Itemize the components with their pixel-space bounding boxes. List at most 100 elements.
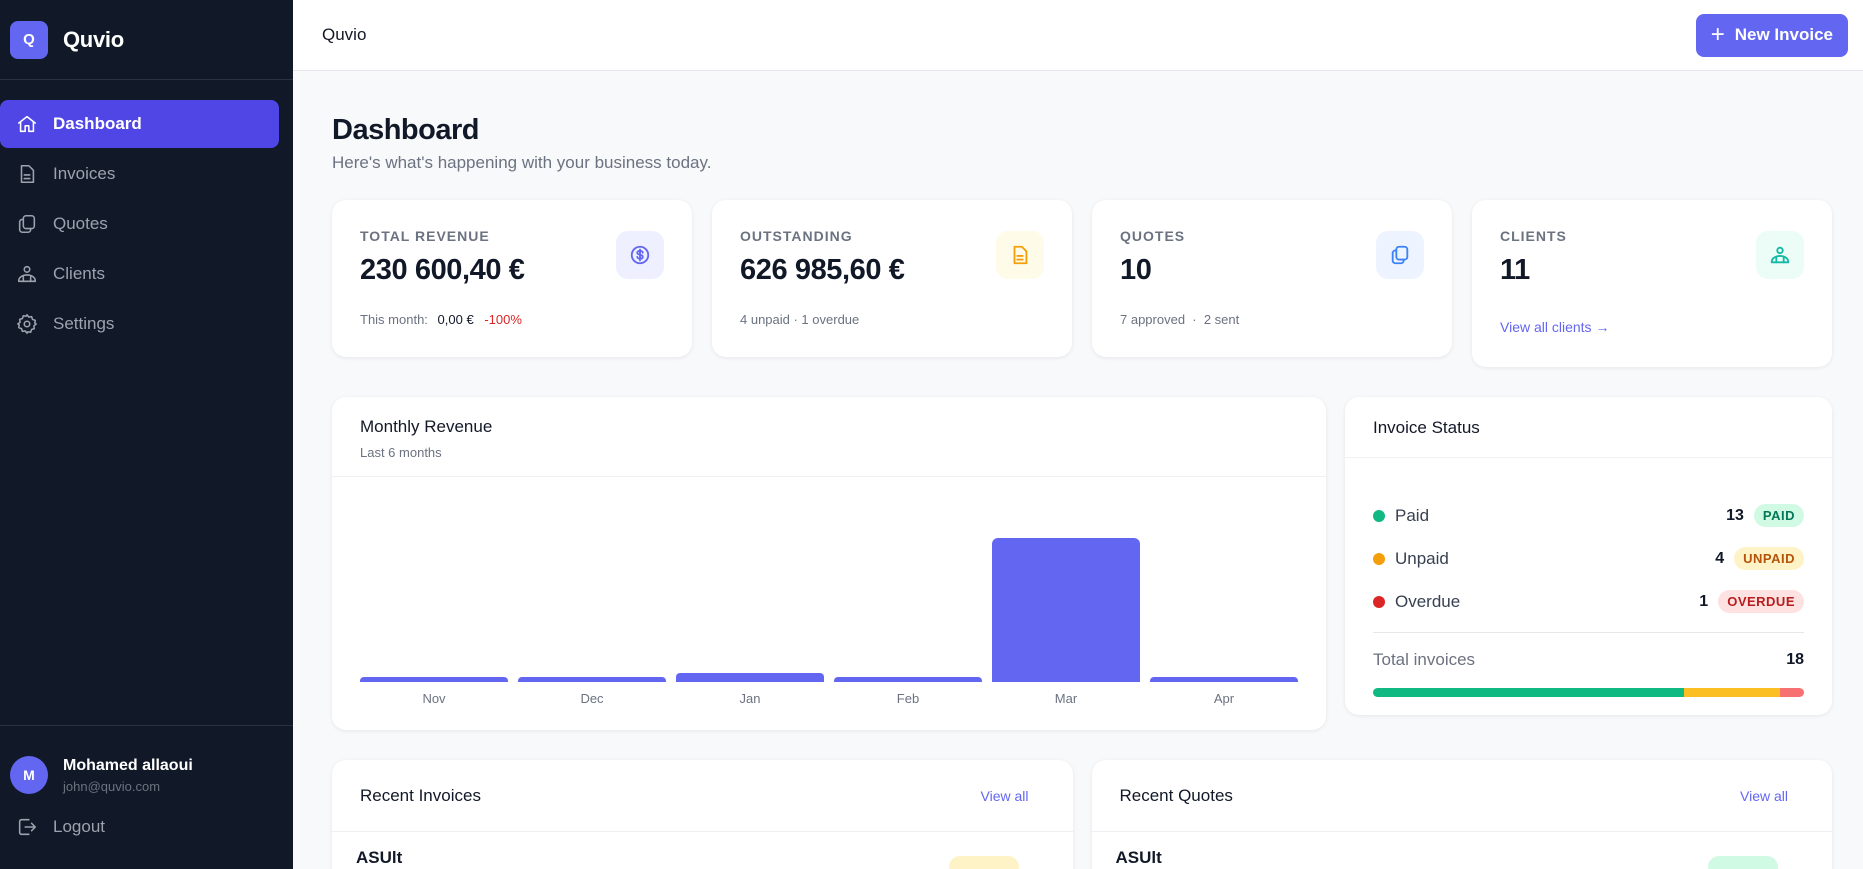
bar-feb[interactable] bbox=[834, 677, 982, 682]
sidebar-item-label: Dashboard bbox=[53, 114, 142, 133]
sidebar-nav: Dashboard Invoices Quotes Clients Settin… bbox=[0, 80, 293, 725]
bar-nov[interactable] bbox=[360, 677, 508, 682]
stat-value: 11 bbox=[1500, 254, 1530, 286]
stat-label: CLIENTS bbox=[1500, 228, 1567, 244]
bar-dec[interactable] bbox=[518, 677, 666, 682]
status-count: 4 bbox=[1715, 549, 1725, 567]
status-count: 1 bbox=[1699, 592, 1709, 610]
bar-label: Jan bbox=[739, 691, 761, 706]
status-row-overdue: Overdue 1 OVERDUE bbox=[1373, 580, 1804, 623]
stat-value: 10 bbox=[1120, 254, 1152, 286]
page-subtitle: Here's what's happening with your busine… bbox=[332, 153, 712, 172]
status-badge: PAID bbox=[1753, 504, 1804, 527]
bar-column: Feb bbox=[834, 492, 982, 706]
sidebar-item-settings[interactable]: Settings bbox=[0, 300, 279, 348]
status-progress-bar bbox=[1373, 688, 1804, 697]
brand: Q Quvio bbox=[0, 0, 293, 80]
home-icon bbox=[16, 113, 38, 135]
stat-card-total-revenue: TOTAL REVENUE 230 600,40 € This month: 0… bbox=[332, 200, 692, 357]
logout-label: Logout bbox=[53, 817, 105, 836]
list-item-name: ASUlt bbox=[356, 848, 403, 867]
list-item[interactable]: ASUlt bbox=[332, 832, 1073, 869]
stat-footer: 7 approved · 2 sent bbox=[1120, 312, 1240, 327]
progress-unpaid bbox=[1684, 688, 1780, 697]
sidebar-footer: M Mohamed allaoui john@quvio.com Logout bbox=[0, 725, 293, 869]
bar-label: Feb bbox=[896, 691, 920, 706]
bar-label: Dec bbox=[580, 691, 604, 706]
document-icon bbox=[996, 231, 1044, 279]
chart-title: Monthly Revenue bbox=[360, 417, 493, 436]
status-badge bbox=[1708, 856, 1778, 869]
bar-chart: Nov Dec Jan Feb Mar Apr bbox=[332, 477, 1326, 722]
invoice-status-card: Invoice Status Paid 13 PAID Unpaid 4 UNP… bbox=[1345, 397, 1832, 715]
sidebar-item-label: Invoices bbox=[53, 164, 116, 183]
sidebar-item-dashboard[interactable]: Dashboard bbox=[0, 100, 279, 148]
stat-footer: This month: 0,00 € -100% bbox=[360, 312, 664, 327]
status-dot bbox=[1373, 595, 1385, 608]
logout-icon bbox=[18, 818, 37, 836]
new-invoice-label: New Invoice bbox=[1734, 25, 1833, 44]
bar-jan[interactable] bbox=[676, 673, 824, 682]
status-count: 13 bbox=[1726, 506, 1744, 524]
bar-apr[interactable] bbox=[1150, 677, 1298, 682]
user-profile[interactable]: M Mohamed allaoui john@quvio.com bbox=[10, 756, 293, 794]
recent-row: Recent Invoices View all ASUlt Recent Qu… bbox=[332, 760, 1832, 869]
view-all-quotes-link[interactable]: View all bbox=[1740, 788, 1788, 804]
chart-subtitle: Last 6 months bbox=[360, 445, 442, 460]
brand-logo: Q bbox=[10, 20, 48, 59]
brand-name: Quvio bbox=[63, 26, 124, 52]
bar-mar[interactable] bbox=[992, 538, 1140, 682]
status-title: Invoice Status bbox=[1373, 418, 1480, 437]
logout-button[interactable]: Logout bbox=[10, 816, 293, 838]
bar-column: Apr bbox=[1150, 492, 1298, 706]
gear-icon bbox=[16, 313, 38, 335]
user-icon bbox=[1756, 231, 1804, 279]
top-header: Quvio + New Invoice bbox=[293, 0, 1863, 71]
header-title: Quvio bbox=[322, 25, 367, 44]
recent-invoices-title: Recent Invoices bbox=[360, 786, 481, 805]
list-item[interactable]: ASUlt bbox=[1092, 832, 1833, 869]
copy-icon bbox=[1376, 231, 1424, 279]
sidebar-item-invoices[interactable]: Invoices bbox=[0, 150, 279, 198]
status-dot bbox=[1373, 509, 1385, 522]
bars-container: Nov Dec Jan Feb Mar Apr bbox=[360, 492, 1298, 706]
user-name: Mohamed allaoui bbox=[63, 756, 193, 774]
bar-column: Nov bbox=[360, 492, 508, 706]
stat-label: TOTAL REVENUE bbox=[360, 228, 490, 244]
status-badge: UNPAID bbox=[1734, 547, 1804, 570]
stat-card-quotes: QUOTES 10 7 approved · 2 sent bbox=[1092, 200, 1452, 357]
change-percent: -100% bbox=[484, 312, 522, 327]
avatar: M bbox=[10, 756, 48, 794]
bar-column: Dec bbox=[518, 492, 666, 706]
charts-row: Monthly Revenue Last 6 months Nov Dec Ja… bbox=[332, 397, 1832, 730]
status-badge: OVERDUE bbox=[1718, 590, 1804, 613]
stat-card-outstanding: OUTSTANDING 626 985,60 € 4 unpaid · 1 ov… bbox=[712, 200, 1072, 357]
bar-column: Jan bbox=[676, 492, 824, 706]
stat-card-clients: CLIENTS 11 View all clients → bbox=[1472, 200, 1832, 367]
user-email: john@quvio.com bbox=[63, 778, 161, 794]
stat-label: OUTSTANDING bbox=[740, 228, 853, 244]
sidebar-item-label: Settings bbox=[53, 314, 115, 333]
status-name: Overdue bbox=[1395, 591, 1461, 611]
stat-value: 626 985,60 € bbox=[740, 254, 905, 286]
sidebar-item-label: Clients bbox=[53, 264, 105, 283]
this-month-label: This month: bbox=[360, 312, 428, 327]
new-invoice-button[interactable]: + New Invoice bbox=[1695, 13, 1848, 57]
status-row-unpaid: Unpaid 4 UNPAID bbox=[1373, 537, 1804, 580]
total-value: 18 bbox=[1786, 651, 1804, 668]
status-badge bbox=[948, 856, 1019, 869]
total-label: Total invoices bbox=[1373, 650, 1476, 669]
view-all-invoices-link[interactable]: View all bbox=[980, 788, 1029, 804]
bar-label: Apr bbox=[1213, 691, 1235, 706]
recent-quotes-card: Recent Quotes View all ASUlt bbox=[1091, 760, 1833, 869]
sidebar-item-clients[interactable]: Clients bbox=[0, 250, 279, 298]
recent-quotes-title: Recent Quotes bbox=[1119, 786, 1233, 805]
stat-value: 230 600,40 € bbox=[360, 254, 525, 286]
list-item-name: ASUlt bbox=[1115, 848, 1162, 867]
bar-column: Mar bbox=[992, 492, 1140, 706]
user-icon bbox=[16, 263, 38, 285]
view-all-clients-link[interactable]: View all clients → bbox=[1500, 319, 1610, 335]
sidebar-item-quotes[interactable]: Quotes bbox=[0, 200, 279, 248]
plus-icon: + bbox=[1710, 21, 1725, 48]
stat-label: QUOTES bbox=[1120, 228, 1186, 244]
